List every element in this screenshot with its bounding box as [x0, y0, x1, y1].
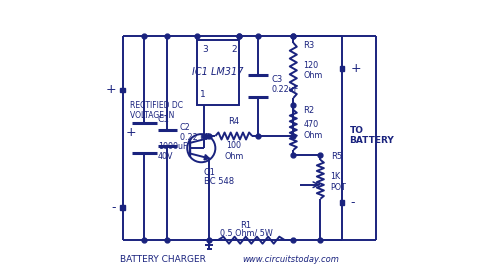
Text: 1: 1 — [200, 91, 205, 100]
Text: 0.5 Ohm/ 5W: 0.5 Ohm/ 5W — [220, 229, 272, 238]
Text: +: + — [106, 84, 116, 97]
Text: R4: R4 — [228, 117, 239, 126]
Text: www.circuitstoday.com: www.circuitstoday.com — [242, 255, 339, 264]
Text: +: + — [126, 126, 136, 139]
Text: C1: C1 — [158, 115, 170, 123]
Text: +: + — [350, 62, 361, 75]
Text: R2: R2 — [304, 106, 314, 115]
Text: -: - — [112, 201, 116, 214]
Bar — [120, 205, 125, 210]
Text: R5: R5 — [330, 152, 342, 161]
Text: BC 548: BC 548 — [204, 177, 234, 186]
Text: C3: C3 — [271, 75, 282, 84]
Text: 470
Ohm: 470 Ohm — [304, 120, 323, 140]
Bar — [197, 40, 239, 105]
Text: 100
Ohm: 100 Ohm — [224, 141, 244, 160]
Bar — [120, 88, 125, 92]
Text: 0.22uF: 0.22uF — [271, 85, 298, 94]
Text: R1: R1 — [240, 221, 252, 230]
Text: RECTIFIED DC
VOLTAGE IN: RECTIFIED DC VOLTAGE IN — [130, 101, 182, 120]
Polygon shape — [204, 154, 210, 160]
Text: 120
Ohm: 120 Ohm — [304, 61, 323, 80]
Text: TO
BATTERY: TO BATTERY — [350, 126, 395, 145]
Text: 1K
POT: 1K POT — [330, 172, 346, 192]
Bar — [340, 66, 344, 71]
Text: IC1 LM317: IC1 LM317 — [192, 67, 244, 78]
Text: C2
0.22 uF: C2 0.22 uF — [180, 123, 210, 142]
Bar — [340, 200, 344, 205]
Text: 2: 2 — [232, 45, 237, 54]
Text: BATTERY CHARGER: BATTERY CHARGER — [120, 255, 206, 264]
Text: Q1: Q1 — [204, 168, 216, 177]
Text: R3: R3 — [304, 41, 315, 50]
Text: 3: 3 — [202, 45, 208, 54]
Text: 1000uF
40V: 1000uF 40V — [158, 142, 188, 161]
Text: -: - — [350, 196, 354, 209]
